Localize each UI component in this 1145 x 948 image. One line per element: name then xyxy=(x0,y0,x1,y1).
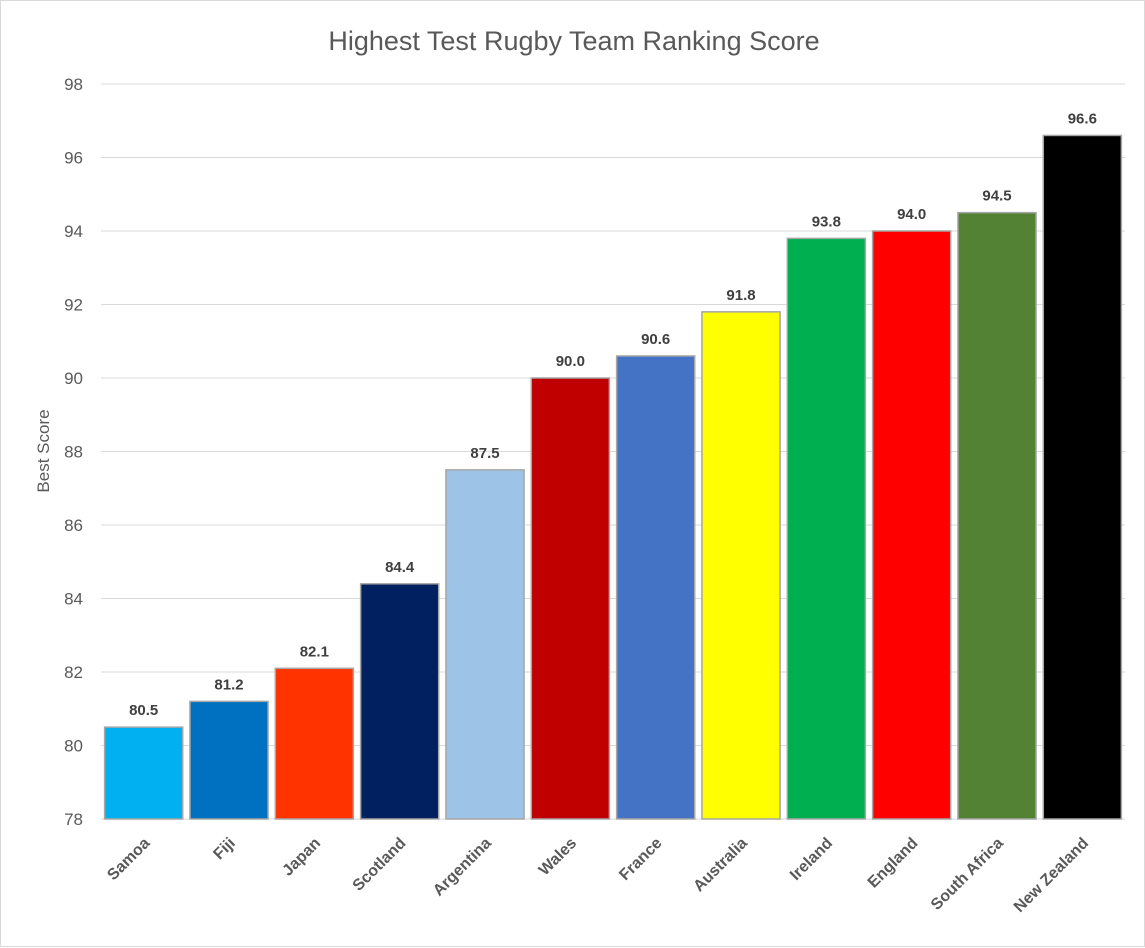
bar-fiji xyxy=(189,700,269,820)
data-label: 94.5 xyxy=(982,188,1011,205)
bar-france xyxy=(615,355,696,820)
data-label: 90.0 xyxy=(556,353,585,370)
bar-new-zealand xyxy=(1042,134,1123,820)
x-tick-label: Scotland xyxy=(350,835,410,895)
bar-south-africa xyxy=(957,211,1037,820)
bar-wales xyxy=(530,377,611,820)
y-tick-label: 92 xyxy=(64,296,83,315)
x-tick-label: Fiji xyxy=(210,835,238,863)
y-tick-label: 86 xyxy=(64,516,83,535)
data-labels: 80.5 81.2 82.1 84.4 87.5 90.0 90.6 91.8 93.8 94.0… xyxy=(129,110,1097,719)
x-tick-label: Samoa xyxy=(104,835,153,884)
data-label: 94.0 xyxy=(897,206,926,223)
bar-samoa xyxy=(103,726,184,820)
bar-japan xyxy=(274,667,355,820)
x-tick-label: England xyxy=(865,835,922,892)
bar-scotland xyxy=(359,583,440,820)
y-tick-label: 84 xyxy=(64,590,83,609)
x-tick-label: France xyxy=(616,835,665,884)
data-label: 84.4 xyxy=(385,559,415,576)
data-label: 82.1 xyxy=(300,643,329,660)
y-tick-label: 90 xyxy=(64,369,83,388)
y-tick-label: 88 xyxy=(64,443,83,462)
y-tick-label: 80 xyxy=(64,737,83,756)
bar-england xyxy=(871,230,952,820)
x-tick-label: New Zealand xyxy=(1011,835,1092,916)
data-label: 90.6 xyxy=(641,331,670,348)
data-label: 96.6 xyxy=(1068,110,1097,127)
bar-argentina xyxy=(445,469,525,820)
gridlines xyxy=(101,83,1125,820)
x-tick-label: Argentina xyxy=(430,835,495,900)
data-label: 87.5 xyxy=(470,445,499,462)
bar-australia xyxy=(701,311,781,820)
y-tick-label: 94 xyxy=(64,222,83,241)
data-label: 91.8 xyxy=(726,287,755,304)
y-tick-label: 82 xyxy=(64,663,83,682)
data-label: 93.8 xyxy=(812,213,841,230)
bar-ireland xyxy=(786,237,867,820)
x-tick-label: South Africa xyxy=(928,835,1007,914)
data-label: 81.2 xyxy=(214,676,243,693)
y-tick-label: 96 xyxy=(64,149,83,168)
bars xyxy=(103,134,1123,820)
y-tick-label: 78 xyxy=(64,810,83,829)
chart-title: Highest Test Rugby Team Ranking Score xyxy=(328,26,819,56)
x-tick-label: Ireland xyxy=(787,835,836,884)
x-tick-label: Australia xyxy=(690,835,751,896)
x-tick-label: Japan xyxy=(279,835,324,880)
x-tick-label: Wales xyxy=(536,835,580,879)
y-axis-label: Best Score xyxy=(34,409,53,492)
data-label: 80.5 xyxy=(129,702,158,719)
y-axis-ticks: 78 80 82 84 86 88 90 92 94 96 98 xyxy=(64,75,83,829)
x-axis-ticks: Samoa Fiji Japan Scotland Argentina Wales Fran… xyxy=(104,835,1092,916)
y-tick-label: 98 xyxy=(64,75,83,94)
